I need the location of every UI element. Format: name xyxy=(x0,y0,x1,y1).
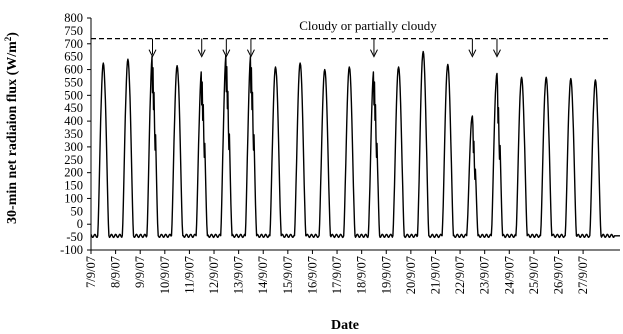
y-tick-label: 750 xyxy=(64,24,83,38)
cloudy-arrow-head xyxy=(493,49,501,58)
y-axis-ticks: -100-50050100150200250300350400450500550… xyxy=(60,11,91,257)
x-tick-label: 21/9/07 xyxy=(428,256,442,294)
x-tick-label: 16/9/07 xyxy=(305,256,319,294)
y-axis-title-main: 30-min net radiaion flux (W/m xyxy=(5,41,20,224)
y-tick-label: 500 xyxy=(64,88,83,102)
x-tick-label: 15/9/07 xyxy=(281,256,295,294)
y-tick-label: 0 xyxy=(77,217,83,231)
x-tick-label: 9/9/07 xyxy=(133,256,147,288)
x-axis-ticks: 7/9/07 8/9/07 9/9/07 10/9/07 11/9/07 12/9/07 1… xyxy=(84,250,590,294)
x-tick-label: 20/9/07 xyxy=(404,256,418,294)
x-tick-label: 27/9/07 xyxy=(576,256,590,294)
y-tick-label: -100 xyxy=(60,243,83,257)
cloudy-arrow-head xyxy=(468,49,477,58)
y-tick-label: 150 xyxy=(64,179,83,193)
x-tick-label: 12/9/07 xyxy=(207,256,221,294)
y-tick-label: 400 xyxy=(64,114,83,128)
x-tick-label: 22/9/07 xyxy=(453,256,467,294)
x-tick-label: 25/9/07 xyxy=(527,256,541,294)
x-tick-label: 13/9/07 xyxy=(232,256,246,294)
x-tick-label: 17/9/07 xyxy=(330,256,344,294)
y-axis-title-sup: 2 xyxy=(3,36,13,41)
y-tick-label: 800 xyxy=(64,11,83,25)
x-tick-label: 24/9/07 xyxy=(502,256,516,294)
y-tick-label: 550 xyxy=(64,75,83,89)
x-tick-label: 18/9/07 xyxy=(355,256,369,294)
x-tick-label: 14/9/07 xyxy=(256,256,270,294)
cloudy-arrow-head xyxy=(370,49,378,58)
cloudy-annotation: Cloudy or partially cloudy xyxy=(91,18,610,58)
y-tick-label: 450 xyxy=(64,101,83,115)
x-tick-label: 11/9/07 xyxy=(182,256,196,294)
y-tick-label: 50 xyxy=(71,204,84,218)
x-tick-label: 26/9/07 xyxy=(551,256,565,294)
y-tick-label: 600 xyxy=(64,63,83,77)
cloudy-arrow-head xyxy=(197,49,206,58)
y-axis-title-close: ) xyxy=(5,32,20,37)
x-tick-label: 10/9/07 xyxy=(158,256,172,294)
x-tick-label: 19/9/07 xyxy=(379,256,393,294)
y-tick-label: 200 xyxy=(64,166,83,180)
net-radiation-series xyxy=(90,50,621,239)
cloudy-annotation-text: Cloudy or partially cloudy xyxy=(299,18,437,33)
y-tick-label: 700 xyxy=(64,37,83,51)
y-tick-label: -50 xyxy=(66,230,83,244)
y-axis-title: 30-min net radiaion flux (W/m2) xyxy=(3,32,20,224)
y-tick-label: 650 xyxy=(64,50,83,64)
x-axis-title: Date xyxy=(331,318,359,333)
y-tick-label: 350 xyxy=(64,127,83,141)
x-tick-label: 7/9/07 xyxy=(84,256,98,288)
y-tick-label: 100 xyxy=(64,191,83,205)
x-tick-label: 23/9/07 xyxy=(478,256,492,294)
x-tick-label: 8/9/07 xyxy=(109,256,123,288)
y-tick-label: 300 xyxy=(64,140,83,154)
y-tick-label: 250 xyxy=(64,153,83,167)
